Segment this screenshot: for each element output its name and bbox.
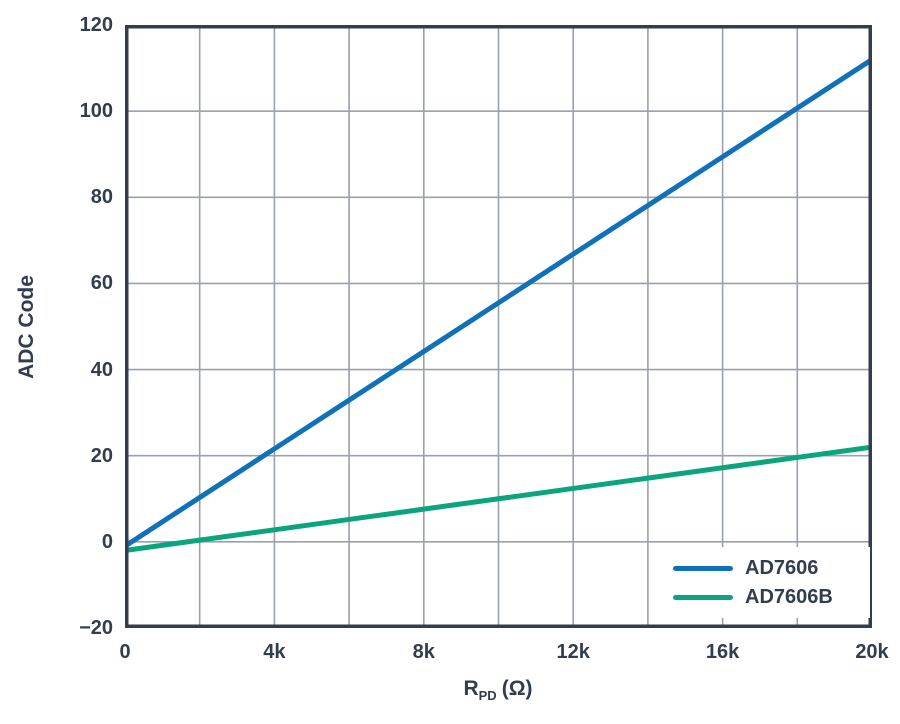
plot-svg [125,25,872,628]
y-tick-label: 0 [101,530,113,553]
legend-item: AD7606B [650,585,870,608]
legend-item-label: AD7606B [745,585,833,608]
y-tick-label: 20 [90,444,113,467]
x-tick-label: 20k [855,641,889,663]
legend-item: AD7606 [650,556,870,579]
y-tick-label: 60 [90,272,113,295]
y-axis-title: ADC Code [15,275,38,379]
legend-swatch-line [673,565,733,571]
x-axis-title-sub: PD [478,688,497,704]
legend-item-label: AD7606 [745,556,819,579]
y-tick-label: 80 [90,186,113,209]
x-tick-label: 4k [263,641,286,663]
legend: AD7606 AD7606B [650,547,870,618]
x-axis-title: RPD (Ω) [463,677,532,703]
y-tick-label: 40 [90,358,113,381]
y-tick-label: 120 [79,14,113,36]
x-tick-label: 0 [119,641,131,663]
x-tick-label: 12k [556,641,590,663]
series-line-AD7606 [125,57,872,549]
series-line-AD7606B [125,444,872,553]
plot-border [125,25,872,628]
x-tick-label: 16k [705,641,740,663]
y-tick-label: −20 [79,617,113,639]
legend-swatch-line [673,594,733,600]
x-axis-title-base: R [463,676,479,700]
x-tick-label: 8k [412,641,435,663]
y-tick-label: 100 [79,100,113,123]
x-axis-title-unit: (Ω) [501,676,533,700]
